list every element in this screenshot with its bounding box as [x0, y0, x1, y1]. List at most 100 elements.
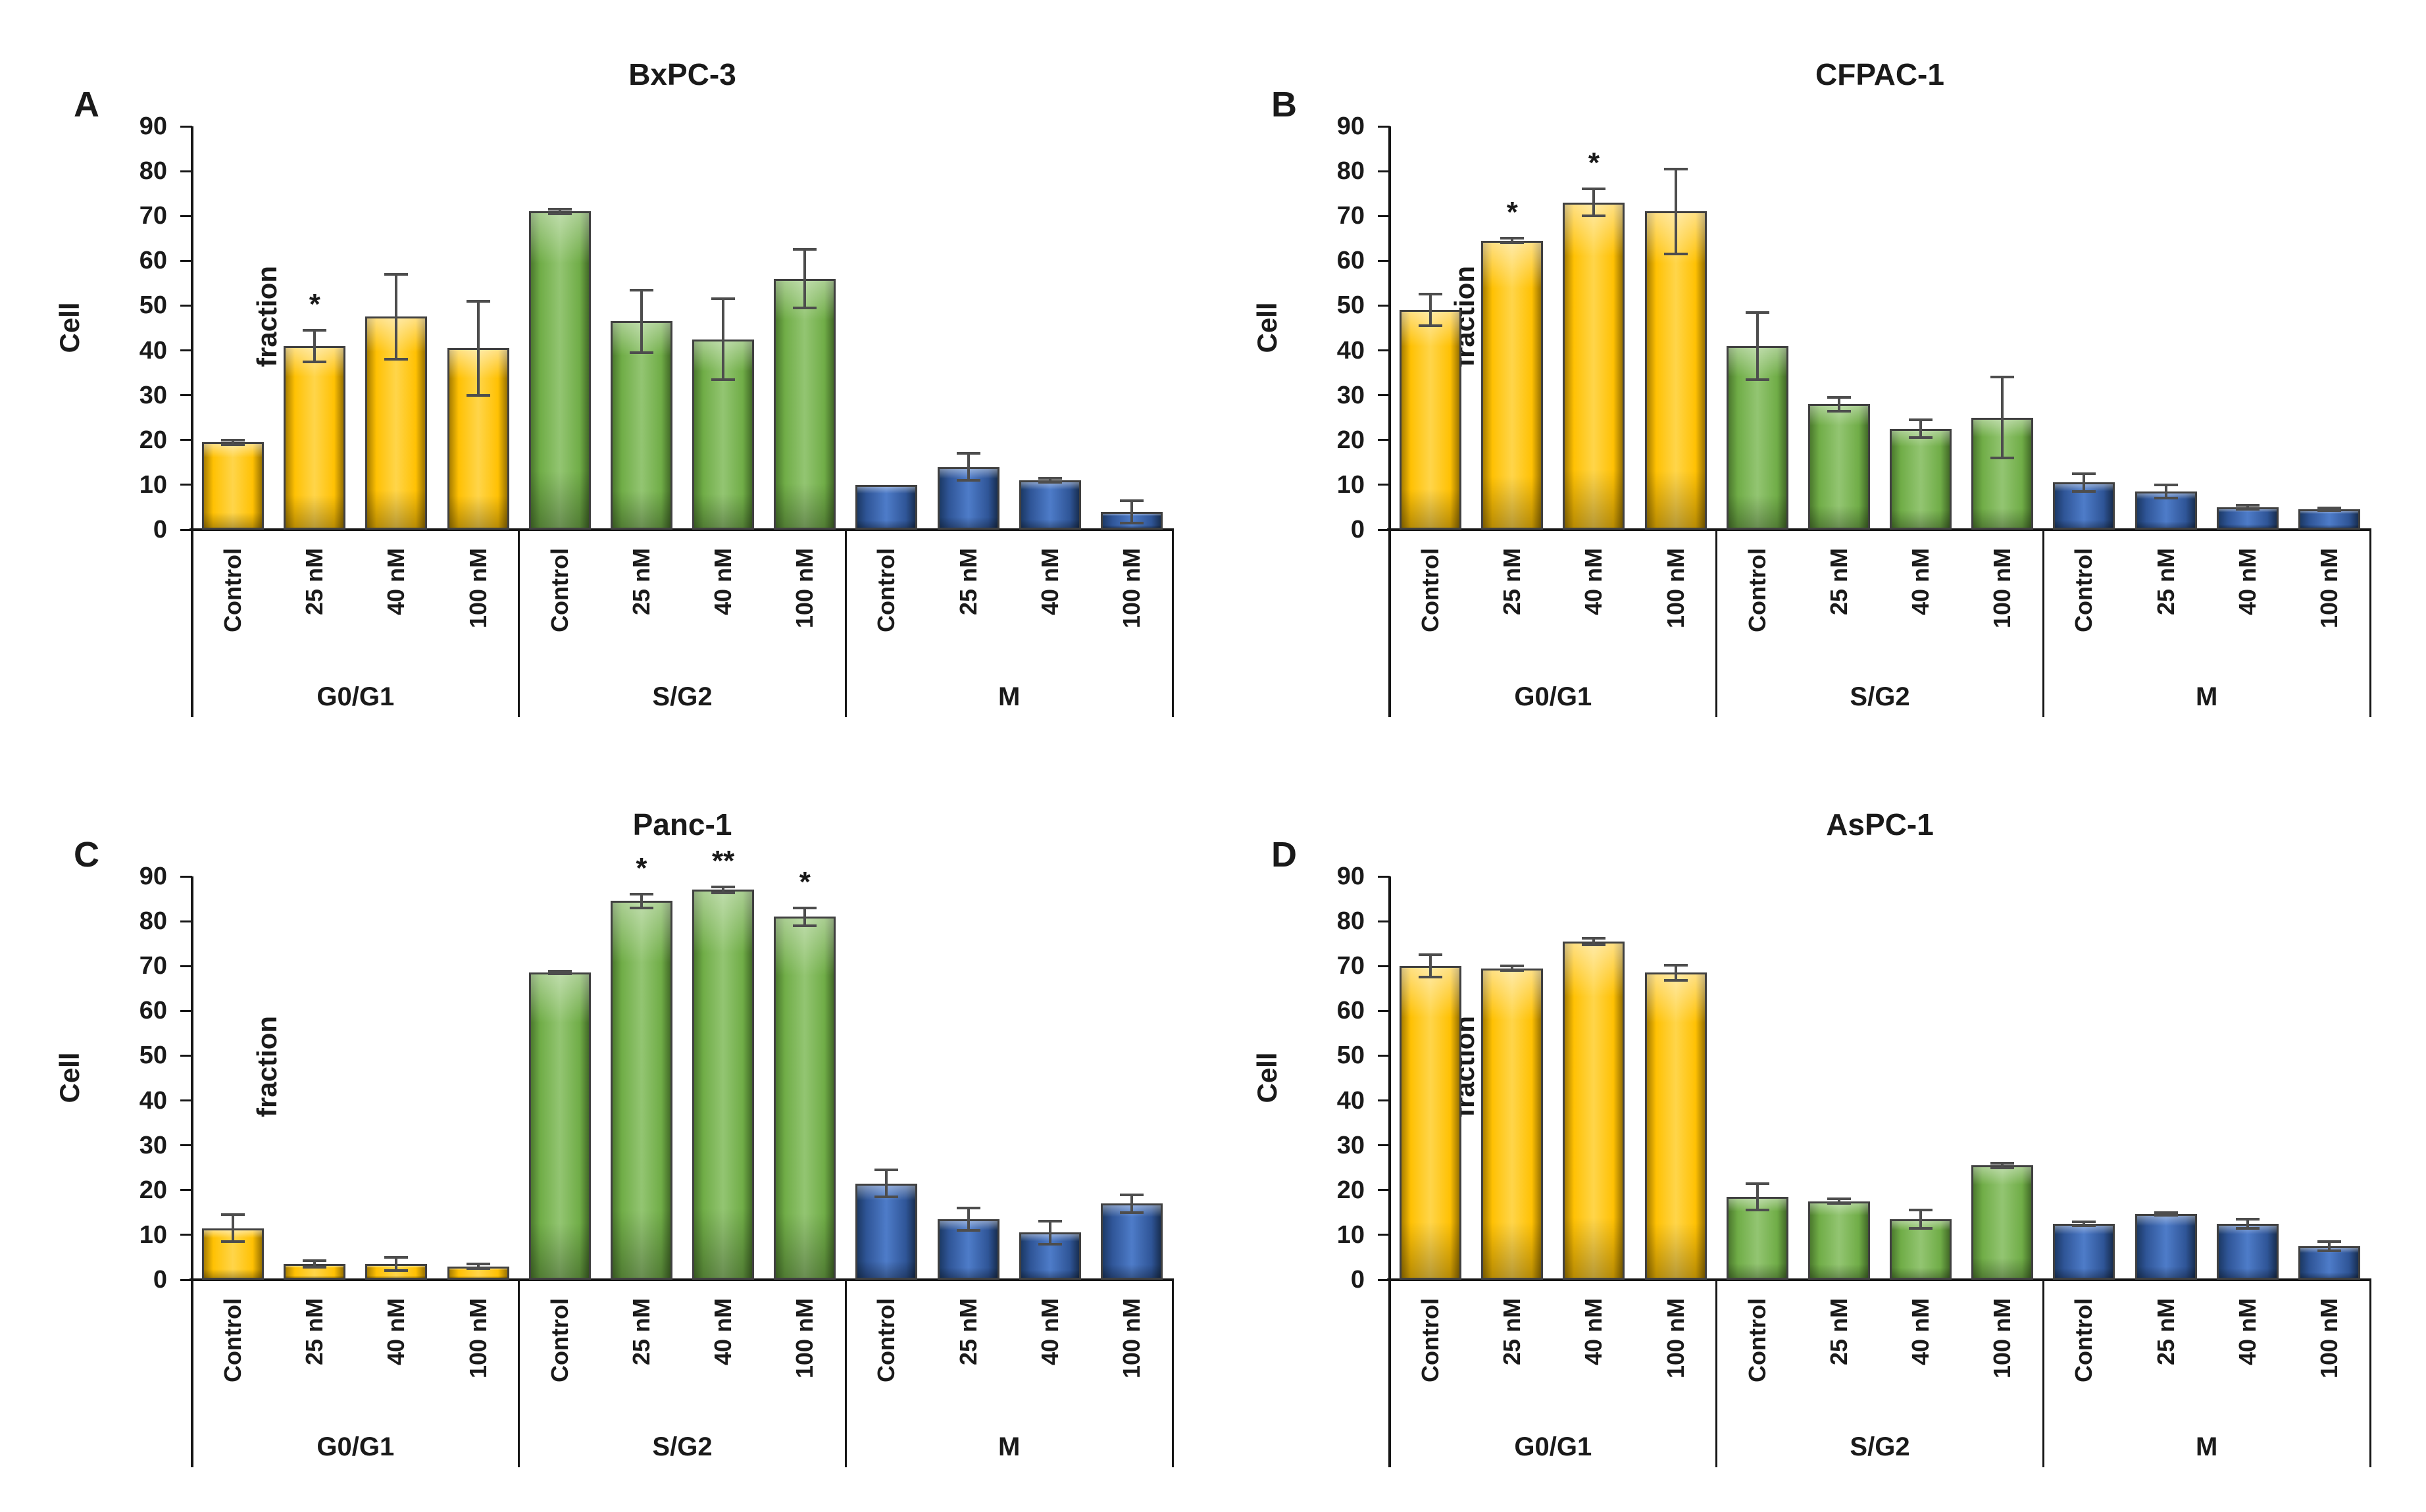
error-bar-line	[2327, 1242, 2331, 1251]
bar	[855, 484, 918, 530]
y-tick-mark	[180, 304, 192, 307]
category-label: 100 nM	[791, 548, 819, 629]
category-label: 40 nM	[382, 1298, 410, 1366]
error-bar-cap-bottom	[547, 972, 572, 976]
error-bar-cap-bottom	[547, 212, 572, 215]
error-bar-cap-bottom	[466, 393, 490, 397]
bar	[202, 442, 265, 530]
error-bar-line	[1429, 294, 1432, 326]
group-separator-line	[844, 1280, 847, 1467]
category-label: Control	[2070, 1298, 2098, 1382]
bar	[2298, 509, 2360, 530]
group-label: G0/G1	[1514, 682, 1592, 711]
error-bar-line	[803, 249, 807, 308]
y-tick-mark	[180, 528, 192, 531]
error-bar-line	[1130, 1194, 1133, 1213]
error-bar-cap-bottom	[221, 443, 245, 446]
bar	[2135, 491, 2197, 530]
y-tick-label: 50	[139, 1042, 167, 1070]
bar	[1563, 941, 1625, 1280]
group-label: S/G2	[1850, 682, 1910, 711]
error-bar-line	[640, 894, 643, 908]
y-tick-mark	[180, 170, 192, 172]
error-bar-line	[1674, 965, 1677, 981]
error-bar-cap-top	[629, 288, 653, 291]
y-tick-mark	[1378, 528, 1390, 531]
plot-area: 0 10 20 30 40 50 60 70 80 90 G0/G1 Control 25 nM 40 n…	[139, 845, 1174, 1467]
error-bar-line	[558, 971, 561, 974]
error-bar-cap-top	[221, 1213, 245, 1217]
error-bar-line	[1048, 1221, 1051, 1244]
y-tick-label: 30	[1336, 381, 1365, 409]
y-tick-mark	[1378, 1278, 1390, 1281]
bar	[774, 278, 836, 530]
error-bar-cap-bottom	[1663, 253, 1688, 256]
y-tick-label: 60	[139, 997, 167, 1025]
group-separator-line	[2042, 530, 2044, 717]
category-label: 25 nM	[1498, 1298, 1526, 1366]
panel-letter: B	[1271, 85, 1297, 124]
bar	[528, 211, 591, 530]
category-label: 40 nM	[2233, 1298, 2261, 1366]
error-bar-cap-bottom	[1827, 1202, 1851, 1205]
error-bar-line	[803, 907, 807, 926]
category-label: Control	[872, 548, 900, 632]
category-label: 40 nM	[1907, 548, 1934, 616]
y-tick-mark	[180, 1234, 192, 1236]
y-tick-label: 70	[1336, 202, 1365, 230]
y-tick-label: 70	[139, 202, 167, 230]
error-bar-cap-bottom	[1745, 1209, 1769, 1212]
error-bar-cap-bottom	[711, 378, 736, 381]
category-label: Control	[872, 1298, 900, 1382]
y-tick-mark	[1378, 920, 1390, 922]
bar	[1100, 1203, 1163, 1280]
error-bar-cap-bottom	[384, 1269, 409, 1273]
x-axis-line	[1387, 528, 2371, 531]
y-tick-label: 80	[139, 157, 167, 186]
bar	[610, 901, 672, 1280]
y-tick-label: 40	[1336, 336, 1365, 365]
category-label: 40 nM	[1580, 1298, 1607, 1366]
error-bar-cap-top	[547, 208, 572, 211]
y-tick-mark	[180, 349, 192, 352]
y-tick-label: 70	[1336, 952, 1365, 980]
error-bar-cap-bottom	[629, 906, 653, 909]
y-tick-mark	[180, 1054, 192, 1057]
error-bar-cap-bottom	[1909, 436, 1933, 440]
error-bar-cap-bottom	[1419, 976, 1443, 979]
bar	[1481, 240, 1544, 530]
y-tick-label: 20	[1336, 426, 1365, 454]
error-bar-line	[232, 440, 235, 445]
bar	[1644, 972, 1707, 1280]
category-label: Control	[219, 1298, 247, 1382]
error-bar-cap-top	[629, 893, 653, 896]
error-bar-cap-top	[1419, 953, 1443, 957]
y-tick-label: 80	[1336, 907, 1365, 936]
error-bar-cap-top	[1419, 293, 1443, 296]
y-axis-line	[191, 876, 193, 1467]
category-label: 25 nM	[2152, 1298, 2179, 1366]
y-tick-mark	[1378, 394, 1390, 397]
error-bar-cap-bottom	[2072, 490, 2096, 493]
y-tick-label: 50	[1336, 1042, 1365, 1070]
error-bar-cap-top	[1119, 499, 1144, 502]
bar	[1890, 428, 1952, 530]
y-tick-label: 10	[1336, 1221, 1365, 1249]
y-tick-label: 20	[139, 426, 167, 454]
y-tick-label: 40	[1336, 1086, 1365, 1115]
group-separator-line	[2042, 1280, 2044, 1467]
y-tick-label: 10	[1336, 470, 1365, 499]
panel-title: BxPC-3	[628, 57, 736, 91]
y-tick-label: 0	[1350, 1266, 1365, 1294]
y-tick-label: 90	[139, 113, 167, 140]
error-bar-cap-top	[711, 297, 736, 301]
error-bar-cap-top	[1500, 965, 1525, 968]
error-bar-cap-top	[1827, 396, 1851, 399]
y-tick-mark	[1378, 214, 1390, 217]
error-bar-cap-top	[547, 970, 572, 973]
bar	[774, 917, 836, 1280]
category-label: 25 nM	[1825, 548, 1852, 616]
panel-aspc1: D AsPC-1 Cell fraction 0 10 20 30 40 50 60 70 80…	[1237, 776, 2415, 1507]
error-bar-cap-bottom	[793, 306, 817, 309]
